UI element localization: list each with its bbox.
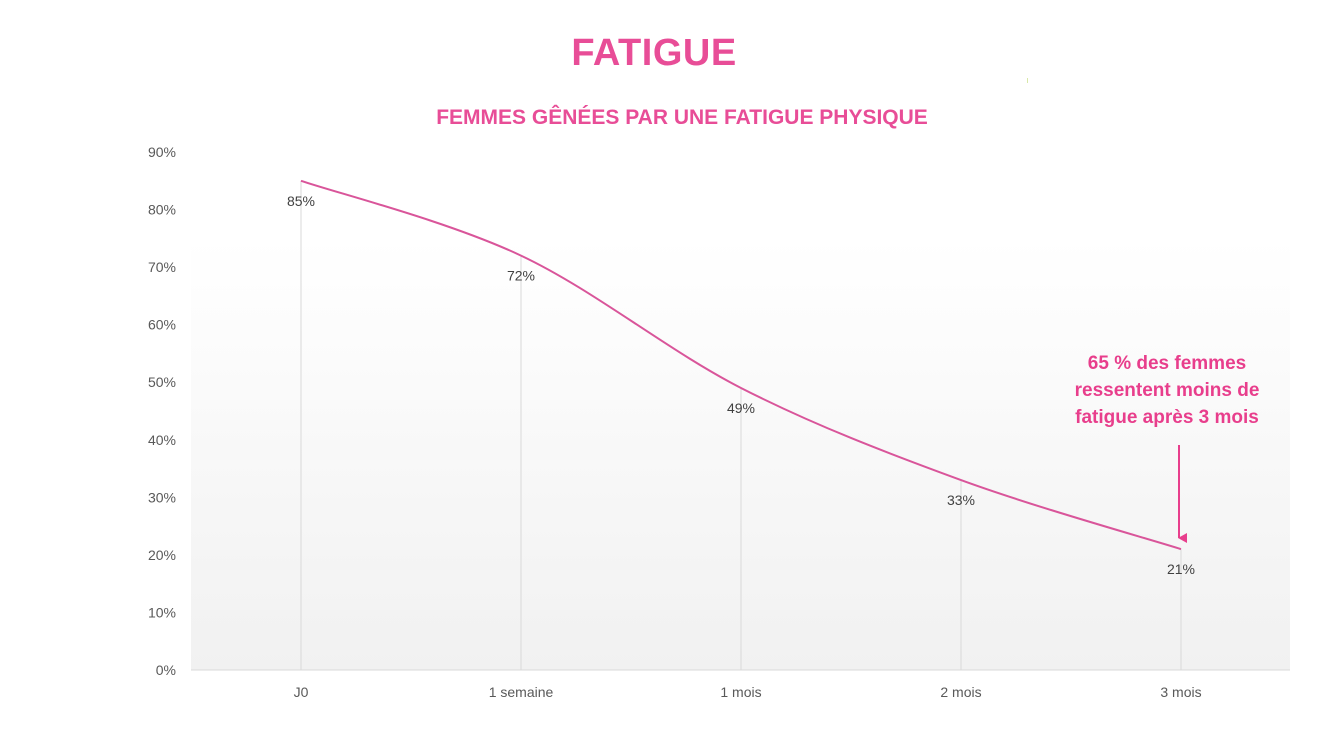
data-label: 49% [727, 400, 755, 416]
data-label: 85% [287, 193, 315, 209]
y-tick-label: 30% [148, 489, 176, 505]
data-label: 33% [947, 492, 975, 508]
callout-line-1: 65 % des femmes [1087, 353, 1247, 374]
x-tick-label: 1 semaine [489, 684, 554, 700]
x-tick-label: 3 mois [1160, 684, 1201, 700]
y-axis: 0% 10% 20% 30% 40% 50% 60% 70% 80% 90% [148, 144, 176, 678]
y-tick-label: 40% [148, 432, 176, 448]
data-label: 72% [507, 268, 535, 284]
y-tick-label: 20% [148, 547, 176, 563]
callout-line-3: fatigue après 3 mois [1075, 407, 1259, 428]
y-tick-label: 70% [148, 259, 176, 275]
y-tick-label: 50% [148, 374, 176, 390]
decorative-mark [1027, 78, 1028, 83]
x-tick-label: 2 mois [940, 684, 981, 700]
data-label: 21% [1167, 561, 1195, 577]
y-tick-label: 60% [148, 317, 176, 333]
y-tick-label: 0% [156, 662, 176, 678]
series-line [300, 179, 1182, 551]
y-tick-label: 10% [148, 604, 176, 620]
x-tick-label: 1 mois [720, 684, 761, 700]
callout-annotation: 65 % des femmes ressentent moins de fati… [1052, 350, 1282, 431]
y-tick-label: 90% [148, 144, 176, 160]
chart-title: FEMMES GÊNÉES PAR UNE FATIGUE PHYSIQUE [436, 106, 928, 129]
x-axis: J0 1 semaine 1 mois 2 mois 3 mois [294, 684, 1202, 700]
slide-title: FATIGUE [571, 32, 737, 74]
x-tick-label: J0 [294, 684, 309, 700]
data-labels: 85% 72% 49% 33% 21% [287, 193, 1195, 577]
y-tick-label: 80% [148, 202, 176, 218]
drop-lines [300, 180, 1182, 670]
callout-line-2: ressentent moins de [1074, 380, 1260, 401]
